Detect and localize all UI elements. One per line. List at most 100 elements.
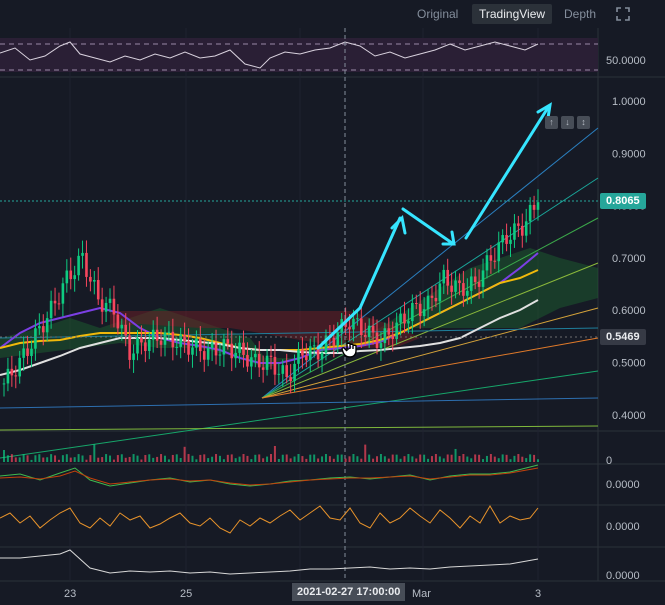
candle-body [187,341,190,355]
expand-icon[interactable] [615,6,631,22]
candle-body [206,348,210,360]
fit-button[interactable]: ↕ [577,116,590,129]
volume-bar [285,454,288,462]
volume-bar [493,456,496,462]
candle-body [2,383,6,385]
scroll-down-button[interactable]: ↓ [561,116,574,129]
tab-tradingview[interactable]: TradingView [472,4,553,24]
candle-body [171,331,175,348]
hand-cursor-icon [341,340,357,358]
candle-body [411,302,414,322]
candle-body [10,368,14,376]
candle-body [524,221,528,236]
oscillator-orange [0,505,539,534]
candle-body [316,345,320,360]
volume-bar [340,454,343,462]
candle-body [238,342,241,353]
candle-body [81,252,84,256]
tab-depth[interactable]: Depth [564,7,597,21]
volume-bar [30,459,33,462]
volume-bar [85,459,88,462]
volume-bar [254,454,257,462]
volume-bar [105,454,108,462]
volume-bar [273,445,276,462]
volume-bar [50,454,53,462]
volume-bar [101,457,104,462]
volume-bar [136,455,139,462]
time-label-25: 25 [180,588,192,600]
candle-body [379,343,383,348]
volume-bar [246,455,249,462]
candle-body [281,365,285,374]
volume-bar [372,458,375,462]
volume-bar [537,459,539,462]
volume-bar [485,455,488,462]
volume-bar [317,458,320,462]
volume-bar [132,454,135,462]
candle-body [41,326,45,333]
volume-bar [120,454,123,462]
volume-bar [509,459,512,462]
candle-body [144,342,147,351]
candle-body [18,357,22,377]
candle-body [265,355,269,370]
candle-body [493,260,497,262]
candle-body [124,324,128,336]
volume-bar [230,454,233,462]
rsi-line [0,41,539,69]
candle-body [305,355,308,361]
volume-bar [411,456,414,462]
volume-bar [109,455,112,462]
candle-body [253,353,257,358]
candle-body [477,282,481,287]
volume-bar [156,456,159,462]
tab-original[interactable]: Original [417,7,459,21]
arrow-2 [401,207,454,245]
candle-body [462,283,465,296]
candle-body [442,269,446,284]
volume-bar [183,446,186,462]
volume-bar [73,457,76,462]
volume-bar [446,454,449,462]
candle-body [167,331,171,333]
candle-body [73,275,76,280]
candle-body [202,351,206,360]
volume-bar [187,454,190,462]
scroll-up-button[interactable]: ↑ [545,116,558,129]
volume-bar [427,458,430,462]
volume-bar [10,454,13,462]
candle-body [250,357,253,367]
volume-bar [14,457,17,462]
candle-body [108,298,112,303]
volume-bar [234,458,237,462]
volume-bar [533,454,536,462]
candle-body [214,342,218,356]
volume-bar [415,458,418,462]
volume-bar [442,458,445,462]
arrow-1-head [390,214,407,235]
volume-bar [525,458,528,462]
chart-area[interactable]: 1.00000.90000.80000.70000.60000.50000.40… [0,28,665,605]
volume-bar [22,454,25,462]
candle-body [505,235,508,244]
candlestick-chart[interactable]: 1.00000.90000.80000.70000.60000.50000.40… [0,28,665,605]
volume-bar [207,458,210,462]
candle-body [199,338,202,352]
candle-body [501,235,504,243]
candle-body [210,342,214,349]
volume-bar [521,456,524,462]
volume-bar [218,455,221,462]
volume-bar [195,459,198,462]
candle-body [116,314,120,329]
arrow-3 [464,104,551,240]
volume-bar [140,459,143,462]
candle-body [458,280,461,284]
volume-bar [112,459,115,462]
candle-body [360,318,363,336]
candle-body [528,204,532,222]
volume-bar [383,456,386,462]
candle-body [485,255,489,271]
candle-body [38,326,41,329]
arrow-drawings [316,102,552,350]
candle-body [49,300,53,319]
